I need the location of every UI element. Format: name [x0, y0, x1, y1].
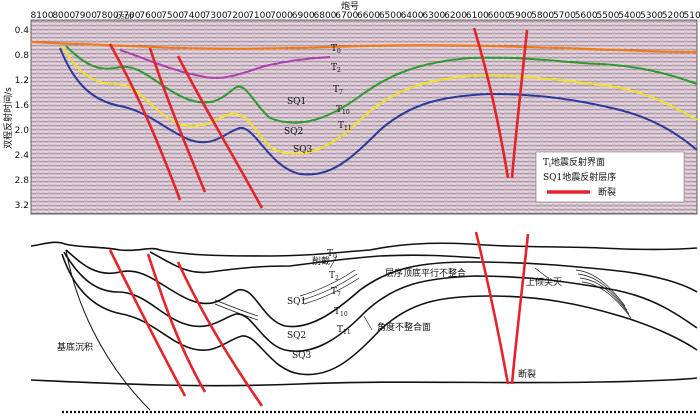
y-tick-label: 1.2 — [15, 76, 29, 86]
svg-text:T0: T0 — [327, 249, 337, 260]
y-tick-label: 3.2 — [15, 201, 29, 211]
svg-text:T7: T7 — [331, 287, 341, 298]
sq2-label-bottom: SQ2 — [287, 331, 306, 341]
x-tick-label: 5700 — [553, 11, 576, 21]
horizon-T2 — [119, 49, 331, 79]
y-tick-label: 2.8 — [15, 176, 30, 186]
x-tick-label: 6300 — [422, 11, 445, 21]
x-tick-label: 5400 — [618, 11, 641, 21]
truncation-label: 削截 — [312, 255, 330, 267]
parallel-unconformity-label: 层序顶底平行不整合 — [385, 267, 466, 279]
leader-lines — [329, 255, 549, 331]
x-tick-label: 6600 — [357, 11, 380, 21]
x-tick-label: 6000 — [488, 11, 511, 21]
x-tick-label: 6500 — [379, 11, 402, 21]
sq1-label-top: SQ1 — [287, 97, 306, 107]
faults-bottom — [108, 231, 530, 407]
sq1-label-bottom: SQ1 — [287, 297, 306, 307]
y-tick-label: 1.6 — [15, 101, 30, 111]
y-tick-label: 0.4 — [15, 26, 30, 36]
sq2-label-top: SQ2 — [284, 127, 303, 137]
horizon-T7 — [65, 45, 698, 124]
x-axis-ticks: 8100800079007800770076007500740073007200… — [31, 11, 700, 21]
interpretation-sketch-panel — [30, 231, 698, 411]
sketch-T11 — [61, 253, 698, 376]
x-tick-label: 7300 — [205, 11, 228, 21]
horizon-labels-top: T0 T2 T7 T10 T11 — [331, 44, 352, 132]
x-tick-label: 5100 — [684, 11, 700, 21]
x-tick-label: 6800 — [314, 11, 337, 21]
fault-label: 断裂 — [518, 368, 536, 380]
svg-text:T10: T10 — [334, 307, 348, 318]
seismic-section-panel: 炮号 8100800079007800770076007500740073007… — [2, 0, 700, 215]
csdp-label: CSDP — [116, 14, 134, 21]
x-tick-label: 6100 — [466, 11, 489, 21]
legend-fault: 断裂 — [598, 186, 616, 198]
x-tick-label: 6200 — [444, 11, 467, 21]
svg-text:T2: T2 — [329, 271, 339, 282]
legend: Ti地震反射界面 SQ1地震反射层序 断裂 — [535, 151, 685, 203]
sq3-label-top: SQ3 — [293, 145, 313, 155]
x-tick-label: 7600 — [139, 11, 162, 21]
onlap-label: 上倾尖灭 — [526, 276, 562, 288]
x-tick-label: 7900 — [74, 11, 97, 21]
sketch-T2 — [149, 251, 481, 274]
x-tick-label: 7200 — [226, 11, 249, 21]
x-tick-label: 5600 — [575, 11, 598, 21]
x-tick-label: 5900 — [509, 11, 532, 21]
svg-text:T10: T10 — [336, 105, 350, 116]
sketch-T0 — [30, 241, 698, 257]
x-tick-label: 5800 — [531, 11, 554, 21]
x-tick-label: 6700 — [335, 11, 358, 21]
svg-text:T2: T2 — [331, 63, 341, 74]
sketch-T7 — [65, 249, 698, 328]
y-axis-title: 双程反射时间/s — [2, 87, 14, 149]
svg-text:T0: T0 — [331, 44, 341, 55]
x-tick-label: 6400 — [401, 11, 424, 21]
x-tick-label: 7500 — [161, 11, 184, 21]
bottom-labels: 削截 层序顶底平行不整合 上倾尖灭 角度不整合面 基底沉积 断裂 SQ1 SQ2… — [57, 249, 562, 380]
x-tick-label: 5500 — [596, 11, 619, 21]
x-tick-label: 7400 — [183, 11, 206, 21]
svg-text:T11: T11 — [338, 121, 352, 132]
y-tick-label: 0.8 — [15, 51, 30, 61]
horizon-T10 — [61, 45, 698, 155]
y-tick-label: 2.4 — [15, 151, 30, 161]
sketch-base — [30, 377, 698, 387]
angular-unconformity-label: 角度不整合面 — [377, 321, 431, 333]
legend-horizon: Ti地震反射界面 — [543, 156, 605, 169]
y-tick-label: 2.0 — [15, 126, 30, 136]
x-tick-label: 8100 — [31, 11, 54, 21]
x-tick-label: 5300 — [640, 11, 663, 21]
x-tick-label: 7000 — [270, 11, 293, 21]
sketch-basement-curve — [65, 249, 151, 411]
x-tick-label: 5200 — [662, 11, 685, 21]
faults-top — [108, 27, 529, 209]
x-tick-label: 8000 — [52, 11, 75, 21]
svg-text:T11: T11 — [337, 325, 351, 336]
basement-label: 基底沉积 — [57, 341, 93, 353]
sketch-T10 — [63, 251, 698, 352]
legend-sequence: SQ1地震反射层序 — [543, 171, 616, 183]
x-axis-title: 炮号 — [341, 0, 359, 12]
horizon-T0 — [30, 40, 698, 54]
svg-text:T7: T7 — [333, 85, 343, 96]
x-tick-label: 6900 — [292, 11, 315, 21]
sketch-thin-reflectors — [214, 269, 632, 321]
x-tick-label: 7700 — [118, 11, 141, 21]
y-axis-ticks: 0.4 0.8 1.2 1.6 2.0 2.4 2.8 3.2 — [15, 26, 30, 211]
x-tick-label: 7800 — [96, 11, 119, 21]
x-tick-label: 7100 — [248, 11, 271, 21]
sq3-label-bottom: SQ3 — [292, 351, 312, 361]
